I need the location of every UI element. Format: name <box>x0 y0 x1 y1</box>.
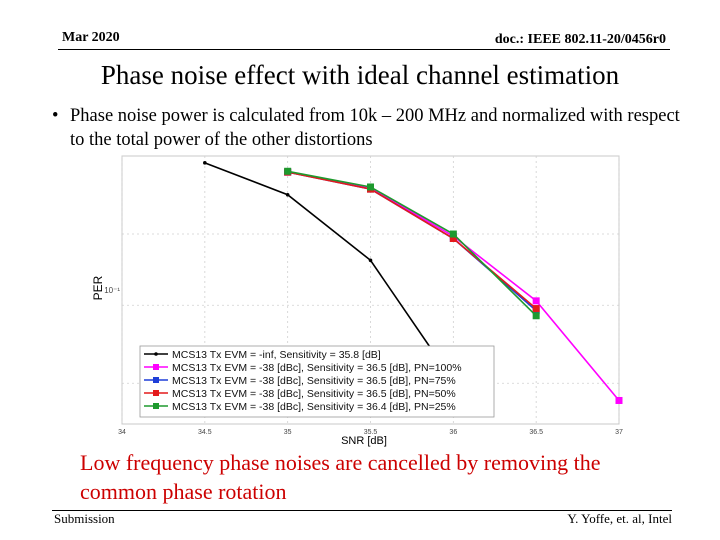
legend-marker <box>153 377 159 383</box>
x-tick-label: 37 <box>615 429 623 436</box>
data-point <box>284 167 292 175</box>
legend-item: MCS13 Tx EVM = -38 [dBc], Sensitivity = … <box>144 388 456 400</box>
data-point <box>532 312 540 320</box>
x-tick-labels: 34 34.5 35 35.5 36 36.5 37 <box>118 429 623 436</box>
y-tick-label: 10⁻¹ <box>104 286 120 295</box>
legend-marker <box>153 403 159 409</box>
footnote: Low frequency phase noises are cancelled… <box>80 450 601 504</box>
series-line <box>204 162 454 382</box>
data-point <box>532 297 540 305</box>
data-point <box>203 161 207 165</box>
data-point <box>615 396 623 404</box>
data-point <box>532 305 540 313</box>
x-tick-label: 35 <box>284 429 292 436</box>
legend-label: MCS13 Tx EVM = -38 [dBc], Sensitivity = … <box>172 401 456 413</box>
legend: MCS13 Tx EVM = -inf, Sensitivity = 35.8 … <box>139 345 495 418</box>
legend-marker <box>153 390 159 396</box>
bullet-marker: • <box>52 106 59 126</box>
legend-label: MCS13 Tx EVM = -38 [dBc], Sensitivity = … <box>172 388 456 400</box>
legend-item: MCS13 Tx EVM = -inf, Sensitivity = 35.8 … <box>144 349 381 361</box>
header-doc-id: doc.: IEEE 802.11-20/0456r0 <box>494 32 666 47</box>
footer-author: Y. Yoffe, et. al, Intel <box>567 511 672 526</box>
x-tick-label: 36 <box>449 429 457 436</box>
data-point <box>449 230 457 238</box>
legend-label: MCS13 Tx EVM = -38 [dBc], Sensitivity = … <box>172 362 462 374</box>
legend-item: MCS13 Tx EVM = -38 [dBc], Sensitivity = … <box>144 375 456 387</box>
legend-box <box>139 345 495 418</box>
footer-submission: Submission <box>54 511 115 526</box>
legend-label: MCS13 Tx EVM = -inf, Sensitivity = 35.8 … <box>172 349 381 361</box>
x-tick-label: 36.5 <box>529 429 543 436</box>
x-tick-label: 34 <box>118 429 126 436</box>
series-5 <box>284 167 540 320</box>
legend-item: MCS13 Tx EVM = -38 [dBc], Sensitivity = … <box>144 401 456 413</box>
per-vs-snr-chart: 34 34.5 35 35.5 36 36.5 37 PER 10⁻¹ SNR [dB] M… <box>91 155 623 447</box>
series-line <box>287 171 537 310</box>
bullet-text: Phase noise power is calculated from 10k… <box>70 106 680 150</box>
header-date: Mar 2020 <box>62 30 120 45</box>
data-point <box>367 183 374 191</box>
legend-label: MCS13 Tx EVM = -38 [dBc], Sensitivity = … <box>172 375 456 387</box>
data-point <box>368 258 373 263</box>
header-divider <box>58 49 670 50</box>
x-tick-label: 35.5 <box>364 429 378 436</box>
y-axis-label: PER <box>91 275 105 300</box>
footer-divider <box>52 510 672 511</box>
x-axis-label: SNR [dB] <box>341 435 387 447</box>
series-layer <box>203 161 623 404</box>
series-line <box>287 170 537 317</box>
legend-marker <box>153 364 159 370</box>
legend-marker <box>154 352 158 356</box>
slide-title: Phase noise effect with ideal channel es… <box>100 60 620 90</box>
legend-item: MCS13 Tx EVM = -38 [dBc], Sensitivity = … <box>144 362 462 374</box>
data-point <box>285 192 290 197</box>
x-tick-label: 34.5 <box>198 429 212 436</box>
